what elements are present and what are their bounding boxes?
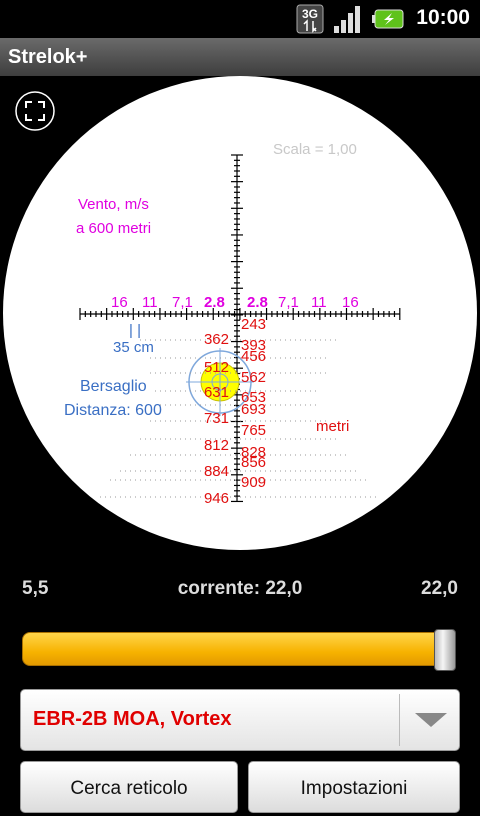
distance-value: 456 bbox=[241, 348, 266, 365]
reticle-select-value: EBR-2B MOA, Vortex bbox=[33, 708, 232, 730]
wind-label: Vento, m/s bbox=[78, 196, 149, 213]
scope-view[interactable]: Scala = 1,00 Vento, m/s a 600 metri 16 11… bbox=[0, 76, 480, 556]
distance-value: 812 bbox=[204, 437, 229, 454]
distance-value: 731 bbox=[204, 410, 229, 427]
wind-value: 11 bbox=[311, 294, 327, 311]
dropdown-divider bbox=[399, 694, 400, 746]
distance-value: 243 bbox=[241, 316, 266, 333]
target-width-marks: | | bbox=[129, 322, 141, 339]
distance-value: 765 bbox=[241, 422, 266, 439]
clock: 10:00 bbox=[416, 6, 470, 29]
distance-value: 884 bbox=[204, 463, 229, 480]
zoom-readouts: 5,5 corrente: 22,0 22,0 bbox=[0, 578, 480, 608]
chevron-down-icon[interactable] bbox=[415, 713, 447, 727]
distance-value: 512 bbox=[204, 359, 229, 376]
settings-button[interactable]: Impostazioni bbox=[248, 761, 460, 813]
wind-value: 7,1 bbox=[172, 294, 193, 311]
distance-value: 828 bbox=[241, 444, 266, 461]
distance-value: 393 bbox=[241, 337, 266, 354]
wind-values-left: 16 11 7,1 2.8 bbox=[111, 294, 225, 311]
wind-value: 7,1 bbox=[278, 294, 299, 311]
zoom-slider-thumb[interactable] bbox=[434, 629, 456, 671]
wind-value: 2.8 bbox=[247, 294, 268, 311]
reticle-select[interactable]: EBR-2B MOA, Vortex bbox=[20, 689, 460, 751]
distance-value: 693 bbox=[241, 401, 266, 418]
distance-value: 856 bbox=[241, 454, 266, 471]
zoom-current: corrente: 22,0 bbox=[177, 578, 303, 599]
wind-distance-label: a 600 metri bbox=[76, 220, 151, 237]
wind-value: 16 bbox=[111, 294, 128, 311]
distance-values-left: 362 512 631 731 812 884 946 bbox=[204, 331, 229, 507]
reticle bbox=[79, 154, 401, 503]
wind-value: 11 bbox=[142, 294, 158, 311]
wind-value: 16 bbox=[342, 294, 359, 311]
signal-strength-icon bbox=[334, 6, 360, 33]
target-label: Bersaglio bbox=[80, 378, 147, 395]
distance-value: 653 bbox=[241, 389, 266, 406]
app-title: Strelok+ bbox=[8, 46, 88, 68]
status-bar: 3G 10:00 bbox=[0, 0, 480, 38]
distance-value: 946 bbox=[204, 490, 229, 507]
distance-value: 362 bbox=[204, 331, 229, 348]
3g-network-icon: 3G bbox=[296, 4, 324, 34]
zoom-min: 5,5 bbox=[22, 578, 49, 599]
network-type-label: 3G bbox=[302, 7, 318, 21]
distance-value: 562 bbox=[241, 369, 266, 386]
zoom-slider[interactable] bbox=[22, 632, 456, 666]
wind-value: 2.8 bbox=[204, 294, 225, 311]
search-reticle-button[interactable]: Cerca reticolo bbox=[20, 761, 238, 813]
wind-values-right: 2.8 7,1 11 16 bbox=[247, 294, 359, 311]
battery-charging-icon bbox=[372, 9, 404, 29]
distance-value: 631 bbox=[204, 384, 229, 401]
zoom-max: 22,0 bbox=[421, 578, 458, 599]
target-width-label: 35 cm bbox=[113, 339, 154, 356]
target-distance-label: Distanza: 600 bbox=[64, 402, 162, 419]
scale-label: Scala = 1,00 bbox=[273, 141, 357, 158]
fullscreen-icon[interactable] bbox=[15, 91, 55, 131]
units-label: metri bbox=[316, 418, 349, 435]
distance-dotted-lines bbox=[100, 339, 380, 498]
action-bar: Strelok+ bbox=[0, 38, 480, 77]
distance-value: 909 bbox=[241, 474, 266, 491]
